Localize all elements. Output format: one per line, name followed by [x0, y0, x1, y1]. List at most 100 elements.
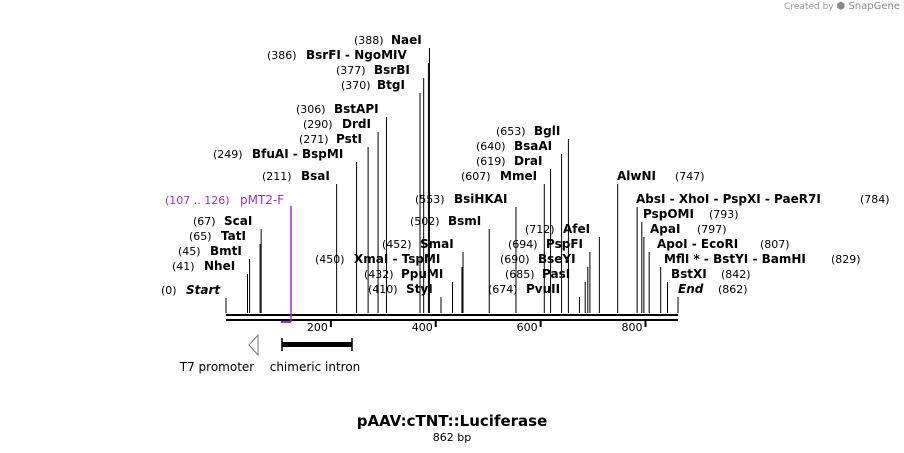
restriction-site[interactable]: (452) SmaI: [382, 237, 464, 313]
site-name: ApoI - EcoRI: [657, 237, 738, 251]
restriction-site[interactable]: (674) PvuII: [488, 282, 580, 313]
restriction-site[interactable]: (0) Start: [161, 283, 227, 313]
restriction-site[interactable]: (306) BstAPI: [296, 102, 387, 313]
site-name: AlwNI: [617, 169, 656, 183]
restriction-site[interactable]: (65) TatI: [189, 229, 261, 313]
restriction-site[interactable]: (862) End: [677, 282, 748, 313]
site-position: (690): [500, 253, 530, 266]
site-name: End: [678, 282, 704, 296]
site-name: PpuMI: [401, 267, 443, 281]
restriction-site[interactable]: (249) BfuAI - BspMI: [213, 147, 358, 313]
site-position: (784): [860, 193, 890, 206]
restriction-site[interactable]: (694) PspFI: [508, 237, 591, 313]
site-position: (377): [336, 64, 366, 77]
primer-name: pMT2-F: [240, 193, 284, 207]
ruler-label: 400: [412, 321, 433, 334]
site-position: (432): [364, 268, 394, 281]
site-name: PspOMI: [643, 207, 694, 221]
restriction-site[interactable]: (553) BsiHKAI: [415, 192, 517, 313]
restriction-site[interactable]: (41) NheI: [172, 259, 248, 313]
restriction-site[interactable]: (619) DraI: [476, 154, 552, 313]
restriction-site[interactable]: (502) BsmI: [410, 214, 490, 313]
created-by-label: Created by: [784, 2, 834, 12]
restriction-site[interactable]: (290) DrdI: [303, 117, 379, 313]
restriction-site[interactable]: (747) AlwNI: [617, 169, 705, 313]
site-position: (793): [709, 208, 739, 221]
site-name: PvuII: [526, 282, 560, 296]
primer-pmt2-f[interactable]: (107 .. 126) pMT2-F: [165, 193, 292, 323]
site-position: (452): [382, 238, 412, 251]
snapgene-logo: ⬢ SnapGene: [836, 1, 900, 12]
site-name: ApaI: [650, 222, 680, 236]
site-name: PspFI: [546, 237, 583, 251]
site-position: (65): [189, 230, 212, 243]
restriction-site[interactable]: (45) BmtI: [178, 244, 251, 313]
site-name: BsrFI - NgoMIV: [306, 48, 407, 62]
site-name: NheI: [204, 259, 235, 273]
site-position: (41): [172, 260, 195, 273]
site-position: (807): [760, 238, 790, 251]
restriction-site[interactable]: (829) MflI * - BstYI - BamHI: [660, 252, 861, 313]
restriction-site[interactable]: (377) BsrBI: [336, 63, 425, 313]
site-position: (674): [488, 283, 518, 296]
site-position: (694): [508, 238, 538, 251]
ruler-label: 600: [517, 321, 538, 334]
feature-chimeric-intron[interactable]: chimeric intron: [270, 338, 361, 374]
site-position: (386): [267, 49, 297, 62]
restriction-site[interactable]: (807) ApoI - EcoRI: [648, 237, 790, 313]
restriction-site[interactable]: (653) BglI: [496, 124, 569, 313]
site-position: (862): [718, 283, 748, 296]
restriction-site[interactable]: (797) ApaI: [643, 222, 727, 313]
site-name: AfeI: [563, 222, 590, 236]
site-name: BmtI: [210, 244, 242, 258]
site-position: (450): [315, 253, 345, 266]
restriction-site[interactable]: (712) AfeI: [525, 222, 600, 313]
feature-label: T7 promoter: [179, 360, 255, 374]
site-position: (842): [721, 268, 751, 281]
snapgene-logo-text: SnapGene: [848, 1, 900, 12]
restriction-site[interactable]: (386) BsrFI - NgoMIV: [267, 48, 429, 313]
site-position: (619): [476, 155, 506, 168]
restriction-site[interactable]: (370) BtgI: [341, 78, 421, 313]
restriction-site[interactable]: (690) BseYI: [500, 252, 589, 313]
site-name: TatI: [221, 229, 246, 243]
feature-t7-promoter[interactable]: T7 promoter: [179, 333, 259, 374]
site-position: (553): [415, 193, 445, 206]
restriction-site[interactable]: (410) StyI: [368, 282, 442, 313]
restriction-site[interactable]: (67) ScaI: [193, 214, 262, 313]
snapgene-brand: Created by ⬢ SnapGene: [784, 1, 900, 12]
restriction-site[interactable]: (388) NaeI: [354, 33, 430, 313]
t7-promoter-arrow: [248, 333, 259, 357]
site-position: (640): [476, 140, 506, 153]
site-name: BsaAI: [514, 139, 552, 153]
restriction-site[interactable]: (607) MmeI: [461, 169, 545, 313]
site-name: AbsI - XhoI - PspXI - PaeR7I: [636, 192, 821, 206]
restriction-site[interactable]: (432) PpuMI: [364, 267, 454, 313]
restriction-site[interactable]: (211) BsaI: [262, 169, 338, 313]
site-name: Start: [186, 283, 221, 297]
restriction-site[interactable]: (271) PstI: [299, 132, 369, 313]
site-name: BtgI: [377, 78, 405, 92]
site-name: ScaI: [224, 214, 252, 228]
ruler-label: 800: [621, 321, 642, 334]
restriction-site[interactable]: (842) BstXI: [667, 267, 751, 313]
site-position: (388): [354, 34, 384, 47]
site-name: BstAPI: [334, 102, 379, 116]
site-name: PstI: [336, 132, 362, 146]
restriction-site[interactable]: (450) XmaI - TspMI: [315, 252, 463, 313]
restriction-site[interactable]: (685) PasI: [505, 267, 586, 313]
map-title: pAAV:cTNT::Luciferase: [356, 412, 548, 430]
site-name: DraI: [514, 154, 542, 168]
site-name: BstXI: [671, 267, 707, 281]
site-position: (685): [505, 268, 535, 281]
site-position: (67): [193, 215, 216, 228]
restriction-site[interactable]: (784) AbsI - XhoI - PspXI - PaeR7I: [636, 192, 890, 313]
primer-range: (107 .. 126): [165, 194, 230, 207]
site-name: BsaI: [301, 169, 330, 183]
site-position: (290): [303, 118, 333, 131]
restriction-site[interactable]: (640) BsaAI: [476, 139, 563, 313]
site-name: BglI: [534, 124, 560, 138]
site-name: BsmI: [448, 214, 481, 228]
site-position: (370): [341, 79, 371, 92]
restriction-site[interactable]: (793) PspOMI: [641, 207, 739, 313]
